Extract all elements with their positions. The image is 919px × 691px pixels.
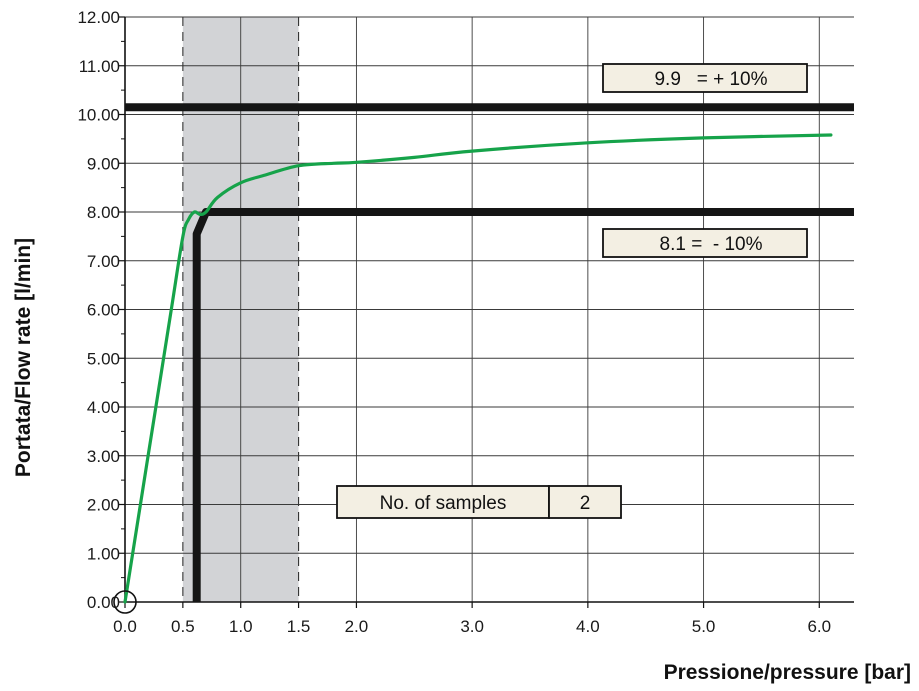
upper-limit-box [602, 63, 808, 93]
y-axis-title: Portata/Flow rate [l/min] [12, 238, 35, 477]
flow-curve-series [123, 133, 833, 604]
y-axis-ticks: 0.00 1.00 2.00 3.00 4.00 5.00 6.00 7.00 8.00 9.00… [77, 8, 125, 612]
x-axis-ticks: 0.0 0.5 1.0 1.5 2.0 3.0 4.0 5.0 6.0 [113, 602, 831, 636]
x-tick-label: 2.0 [345, 617, 369, 636]
y-tick-label: 4.00 [87, 398, 120, 417]
samples-label-box [336, 485, 550, 519]
lower-limit-label: 8.1 = - 10% [660, 234, 763, 255]
samples-label: No. of samples [380, 493, 507, 514]
samples-value-box [548, 485, 622, 519]
x-tick-label: 0.5 [171, 617, 195, 636]
y-tick-label: 11.00 [79, 57, 120, 76]
samples-value: 2 [580, 493, 591, 514]
x-tick-label: 4.0 [576, 617, 600, 636]
origin-marker [113, 590, 137, 614]
y-tick-label: 6.00 [87, 301, 120, 320]
x-axis-title: Pressione/pressure [bar] [664, 661, 911, 684]
y-tick-label: 5.00 [87, 349, 120, 368]
x-tick-label: 1.5 [287, 617, 311, 636]
y-tick-label: 10.00 [77, 106, 120, 125]
x-tick-label: 1.0 [229, 617, 253, 636]
x-tick-label: 5.0 [692, 617, 716, 636]
band-boundaries [182, 17, 300, 602]
y-tick-label: 9.00 [87, 154, 120, 173]
black-profile-line [192, 208, 854, 602]
samples-box: No. of samples 2 [336, 485, 622, 519]
y-tick-label: 8.00 [87, 203, 120, 222]
limit-label-boxes: 9.9 = + 10% 8.1 = - 10% [602, 63, 808, 258]
y-tick-label: 0.00 [87, 593, 120, 612]
y-tick-label: 1.00 [87, 544, 120, 563]
y-tick-label: 7.00 [87, 252, 120, 271]
x-tick-label: 0.0 [113, 617, 137, 636]
x-tick-label: 3.0 [460, 617, 484, 636]
y-tick-label: 12.00 [77, 8, 120, 27]
y-tick-label: 3.00 [87, 447, 120, 466]
y-tick-label: 2.00 [87, 496, 120, 515]
x-tick-label: 6.0 [807, 617, 831, 636]
upper-limit-label: 9.9 = + 10% [654, 69, 767, 90]
lower-limit-box [602, 228, 808, 258]
